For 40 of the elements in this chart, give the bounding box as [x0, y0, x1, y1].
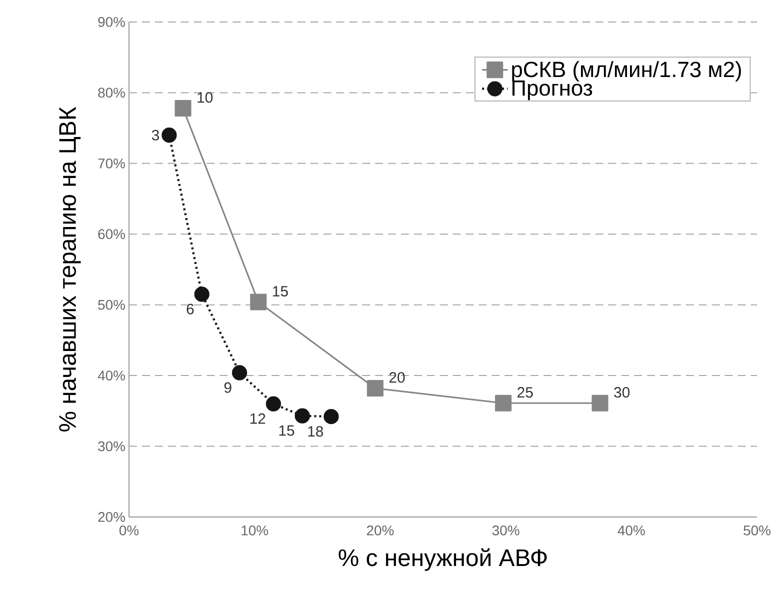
x-axis-title: % с ненужной АВФ — [338, 548, 547, 571]
y-tick-label: 50% — [98, 300, 125, 310]
point — [250, 294, 267, 310]
y-axis-title: % начавших терапию на ЦВК — [59, 106, 81, 432]
x-tick-label: 40% — [618, 525, 645, 536]
x-tick-label: 10% — [242, 525, 268, 536]
y-tick-label: 90% — [98, 17, 125, 27]
annotation: 18 — [308, 426, 324, 437]
point — [324, 409, 339, 424]
annotation: 9 — [224, 382, 232, 393]
point — [495, 394, 512, 412]
legend-label: Прогноз — [512, 80, 592, 100]
legend-label: рСКВ (мл/мин/1.73 м2) — [512, 61, 741, 82]
annotation: 30 — [614, 387, 630, 398]
point — [232, 365, 248, 380]
annotation: 15 — [279, 425, 294, 436]
y-tick-label: 80% — [98, 88, 125, 98]
annotation: 25 — [518, 387, 533, 398]
x-tick-label: 0% — [119, 525, 139, 536]
y-tick-label: 70% — [98, 158, 125, 168]
point — [592, 394, 608, 412]
y-tick-label: 20% — [98, 512, 125, 522]
point — [174, 100, 192, 117]
y-tick-label: 40% — [98, 370, 125, 380]
point — [294, 408, 310, 424]
annotation: 20 — [389, 372, 405, 383]
y-tick-label: 30% — [98, 441, 125, 452]
y-tick-label: 60% — [98, 229, 125, 240]
point — [266, 396, 282, 412]
annotation: 6 — [186, 304, 194, 314]
annotation: 15 — [273, 286, 288, 296]
point — [366, 380, 384, 397]
annotation: 10 — [198, 92, 213, 103]
annotation: 12 — [250, 413, 266, 424]
x-tick-label: 30% — [492, 525, 520, 536]
x-tick-label: 20% — [366, 525, 394, 536]
annotation: 3 — [152, 130, 160, 140]
x-tick-label: 50% — [744, 525, 770, 536]
point — [194, 286, 210, 302]
point — [162, 128, 177, 143]
